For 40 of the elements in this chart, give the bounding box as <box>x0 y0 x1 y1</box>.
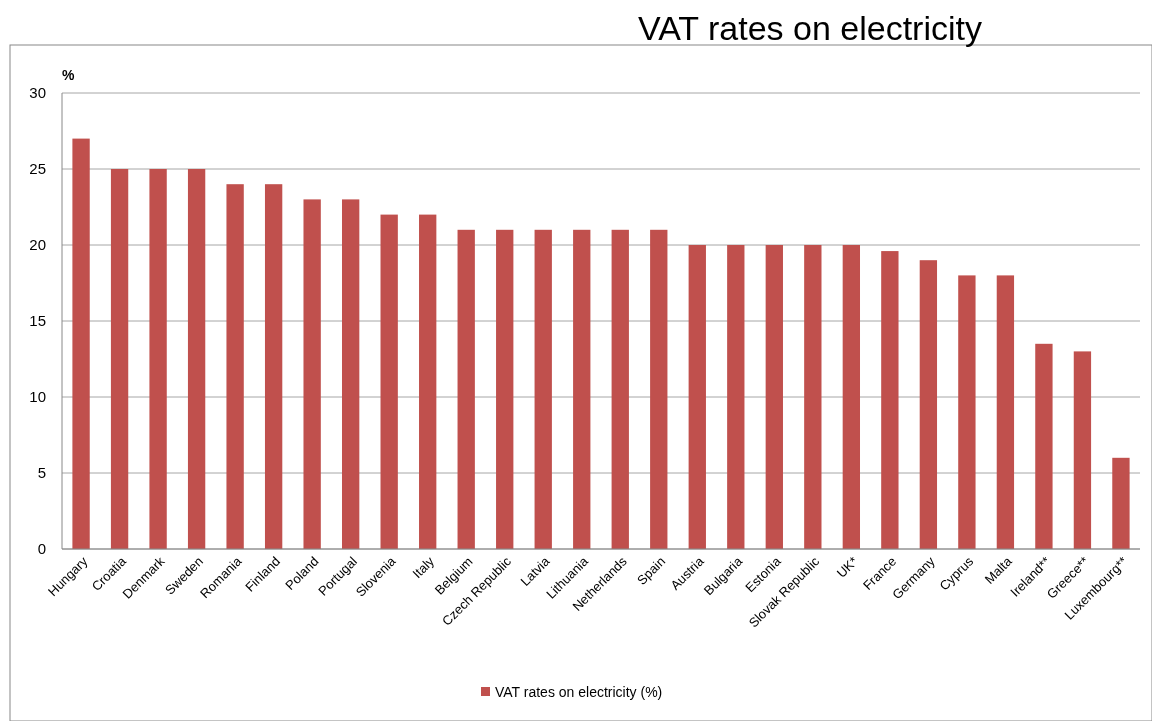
x-tick-label: UK* <box>833 553 861 581</box>
bar <box>881 251 899 549</box>
bar <box>226 184 244 549</box>
y-axis-title: % <box>62 67 75 83</box>
bar <box>688 245 706 549</box>
bar <box>496 229 514 549</box>
bar <box>1035 343 1053 549</box>
bar <box>419 214 437 549</box>
bar <box>996 275 1015 549</box>
bar <box>727 245 745 549</box>
bar <box>380 214 398 549</box>
bar <box>1073 351 1092 549</box>
bar <box>342 199 360 549</box>
y-tick-label: 20 <box>29 236 46 254</box>
bar <box>1112 457 1130 549</box>
bar <box>804 245 822 549</box>
y-tick-label: 25 <box>29 160 46 178</box>
bar <box>611 229 629 549</box>
bar <box>919 260 938 549</box>
bar <box>149 169 167 549</box>
y-tick-label: 10 <box>29 388 46 406</box>
bar <box>457 229 475 549</box>
bar <box>842 245 861 549</box>
bar <box>650 229 668 549</box>
y-tick-label: 15 <box>29 312 46 330</box>
bar <box>573 229 591 549</box>
bar <box>534 229 552 549</box>
bar <box>303 199 321 549</box>
y-tick-label: 30 <box>29 84 46 102</box>
legend-label: VAT rates on electricity (%) <box>495 683 663 700</box>
chart-title: VAT rates on electricity <box>638 9 982 47</box>
bar <box>110 169 129 549</box>
bar <box>187 169 206 549</box>
x-tick-label: Italy <box>409 553 438 582</box>
y-tick-label: 0 <box>37 540 46 558</box>
bar <box>264 184 283 549</box>
y-tick-label: 5 <box>37 464 46 482</box>
bar <box>958 275 976 549</box>
bar <box>72 138 90 549</box>
bar <box>765 245 783 549</box>
